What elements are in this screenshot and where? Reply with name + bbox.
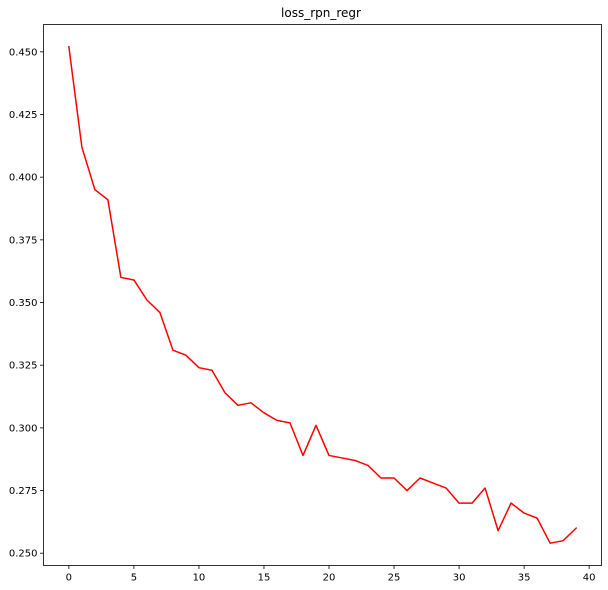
y-tick-label: 0.400	[9, 173, 38, 184]
x-tick-label: 10	[193, 573, 206, 584]
y-tick-label: 0.300	[9, 423, 38, 434]
x-tick-label: 0	[66, 573, 72, 584]
x-tick-label: 35	[518, 573, 531, 584]
y-tick-label: 0.250	[9, 549, 38, 560]
y-tick-label: 0.375	[9, 235, 38, 246]
y-tick-label: 0.325	[9, 361, 38, 372]
x-tick-label: 25	[388, 573, 401, 584]
x-tick-label: 20	[323, 573, 336, 584]
chart-title: loss_rpn_regr	[281, 6, 361, 20]
x-tick-label: 30	[453, 573, 466, 584]
y-axis: 0.250 0.275 0.300 0.325 0.350 0.375 0.400 0.425…	[9, 47, 44, 560]
x-axis: 0 5 10 15 20 25 30 35 40	[66, 565, 596, 584]
series-line-loss-rpn-regr	[68, 45, 578, 544]
y-tick-label: 0.425	[9, 110, 38, 121]
axes-frame	[43, 24, 602, 566]
x-tick-label: 15	[258, 573, 271, 584]
y-tick-label: 0.350	[9, 298, 38, 309]
plot-area	[68, 45, 578, 544]
x-tick-label: 40	[583, 573, 596, 584]
y-tick-label: 0.450	[9, 47, 38, 58]
y-tick-label: 0.275	[9, 486, 38, 497]
x-tick-label: 5	[131, 573, 137, 584]
